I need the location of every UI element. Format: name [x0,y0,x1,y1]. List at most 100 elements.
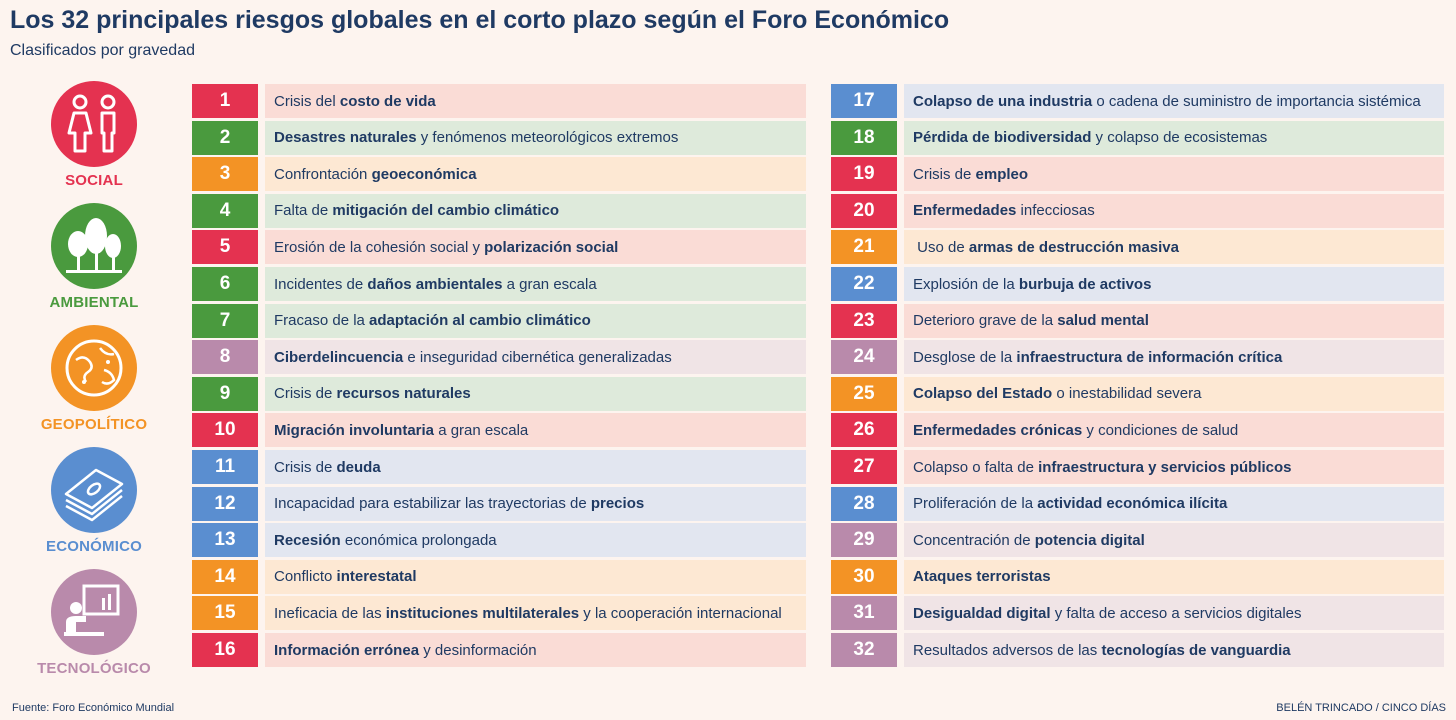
category-label-social: SOCIAL [65,172,123,189]
risk-rank: 29 [831,523,897,558]
risk-row: 13 Recesión económica prolongada [192,523,806,558]
risk-rank: 11 [192,450,258,484]
risk-text-bold: daños ambientales [367,275,503,293]
category-tecnologico: TECNOLÓGICO [34,568,154,677]
people-icon [51,81,137,167]
risk-row: 30 Ataques terroristas [831,559,1444,594]
risk-text-bold: actividad económica ilícita [1037,495,1228,513]
category-geopolitico: GEOPOLÍTICO [34,324,154,433]
risk-description: Incapacidad para estabilizar las trayect… [265,486,806,521]
risk-text: Incapacidad para estabilizar las trayect… [274,495,591,513]
risk-row: 23 Deterioro grave de la salud mental [831,303,1444,338]
risk-text: a gran escala [502,275,597,293]
money-stack-icon [51,447,137,533]
credit-note: BELÉN TRINCADO / CINCO DÍAS [1276,702,1446,714]
risk-rank: 12 [192,486,258,521]
risk-row: 6 Incidentes de daños ambientales a gran … [192,267,806,301]
risk-row: 9 Crisis de recursos naturales [192,376,806,411]
risk-text-bold: Desigualdad digital [913,604,1051,622]
risk-description: Colapso de una industria o cadena de sum… [904,84,1444,118]
risk-text-bold: Ataques terroristas [913,568,1051,586]
risk-row: 28 Proliferación de la actividad económic… [831,486,1444,521]
risk-description: Falta de mitigación del cambio climático [265,193,806,228]
risk-description: Desigualdad digital y falta de acceso a … [904,596,1444,631]
risk-text: Ineficacia de las [274,604,386,622]
risk-text-bold: mitigación del cambio climático [332,202,560,220]
risk-description: Crisis de deuda [265,450,806,484]
risk-text-bold: tecnologías de vanguardia [1101,641,1291,659]
risk-rank: 32 [831,633,897,667]
risk-rank: 31 [831,596,897,631]
risk-description: Enfermedades infecciosas [904,193,1444,228]
risk-text-bold: empleo [975,165,1029,183]
risk-text: infecciosas [1016,202,1095,220]
risk-row: 8 Ciberdelincuencia e inseguridad ciberné… [192,340,806,375]
risk-text-bold: Recesión [274,531,341,549]
category-label-tecnologico: TECNOLÓGICO [37,660,151,677]
risk-rank: 3 [192,157,258,192]
risk-row: 2 Desastres naturales y fenómenos meteoro… [192,120,806,155]
risk-description: Migración involuntaria a gran escala [265,413,806,448]
category-social: SOCIAL [34,80,154,189]
risk-text: Confrontación [274,165,372,183]
risk-text-bold: precios [590,495,645,513]
risk-text-bold: infraestructura y servicios públicos [1038,458,1292,476]
risk-description: Enfermedades crónicas y condiciones de s… [904,413,1444,448]
risk-row: 21 Uso de armas de destrucción masiva [831,230,1444,265]
risk-row: 15 Ineficacia de las instituciones multil… [192,596,806,631]
risk-rank: 10 [192,413,258,448]
risk-rank: 30 [831,559,897,594]
risk-rank: 1 [192,84,258,118]
risk-description: Concentración de potencia digital [904,523,1444,558]
risk-text-bold: Enfermedades [913,202,1017,220]
risk-text: Resultados adversos de las [913,641,1102,659]
risk-text: Erosión de la cohesión social y [274,238,485,256]
risk-text-bold: adaptación al cambio climático [369,312,591,330]
risk-rank: 23 [831,303,897,338]
category-label-geopolitico: GEOPOLÍTICO [40,416,148,433]
risk-rank: 26 [831,413,897,448]
risk-text: y colapso de ecosistemas [1091,129,1268,147]
risk-text-bold: infraestructura de información crítica [1016,348,1283,366]
risk-text: a gran escala [434,421,529,439]
risk-text: Concentración de [913,531,1035,549]
risk-text-bold: costo de vida [339,92,436,110]
risk-row: 27 Colapso o falta de infraestructura y s… [831,450,1444,484]
risk-rank: 22 [831,267,897,301]
presentation-icon [51,569,137,655]
risk-text-bold: burbuja de activos [1018,275,1152,293]
risk-rank: 17 [831,84,897,118]
risk-text-bold: polarización social [484,238,619,256]
risk-row: 22 Explosión de la burbuja de activos [831,267,1444,301]
risk-text-bold: Enfermedades crónicas [913,421,1083,439]
risk-text: e inseguridad cibernética generalizadas [403,348,672,366]
risk-text: y falta de acceso a servicios digitales [1050,604,1302,622]
risk-row: 29 Concentración de potencia digital [831,523,1444,558]
risk-rank: 18 [831,120,897,155]
risk-row: 16 Información errónea y desinformación [192,633,806,667]
risk-text: Proliferación de la [913,495,1038,513]
risk-text: Incidentes de [274,275,368,293]
page-subtitle: Clasificados por gravedad [10,42,195,59]
risk-rank: 27 [831,450,897,484]
risk-description: Erosión de la cohesión social y polariza… [265,230,806,265]
risk-text: Explosión de la [913,275,1019,293]
risk-text: Crisis de [913,165,976,183]
risk-row: 4 Falta de mitigación del cambio climátic… [192,193,806,228]
risk-description: Crisis del costo de vida [265,84,806,118]
risk-rank: 7 [192,303,258,338]
risk-text: Fracaso de la [274,312,370,330]
risk-row: 19 Crisis de empleo [831,157,1444,192]
risk-description: Ataques terroristas [904,559,1444,594]
risk-row: 3 Confrontación geoeconómica [192,157,806,192]
risk-text: Crisis del [274,92,340,110]
risk-description: Ciberdelincuencia e inseguridad cibernét… [265,340,806,375]
risk-rank: 14 [192,559,258,594]
risk-description: Recesión económica prolongada [265,523,806,558]
risk-description: Conflicto interestatal [265,559,806,594]
risk-text-bold: salud mental [1057,312,1149,330]
risk-row: 31 Desigualdad digital y falta de acceso … [831,596,1444,631]
risk-text: Colapso o falta de [913,458,1039,476]
risk-text: y la cooperación internacional [579,604,782,622]
risk-text-bold: recursos naturales [336,385,471,403]
